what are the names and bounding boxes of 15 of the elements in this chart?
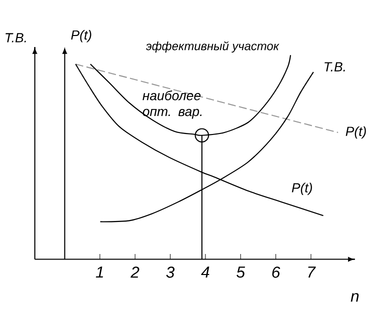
y-axis-title: Т.В. (6, 32, 26, 42)
x-tick-label: 1 (96, 266, 103, 278)
series-label: P(t) (346, 126, 366, 138)
text: эффективный участок (146, 41, 280, 52)
series-label: Т.В. (324, 62, 345, 72)
x-tick-label: 5 (236, 266, 246, 278)
x-tick-label: 6 (272, 266, 280, 278)
annotation: наиболее опт. вар. (142, 90, 202, 119)
x-tick-label: 2 (130, 266, 140, 278)
series-label: P(t) (292, 182, 312, 195)
x-tick-label: 4 (201, 266, 210, 278)
x-tick-label: 3 (166, 266, 175, 278)
ref-line-label: P(t) (71, 30, 92, 42)
x-axis-title: n (350, 292, 359, 302)
x-tick-label: 7 (308, 266, 316, 278)
